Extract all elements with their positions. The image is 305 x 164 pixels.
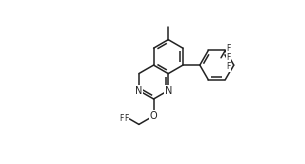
Text: F: F (226, 53, 231, 62)
Text: F: F (226, 44, 231, 53)
Text: F: F (226, 62, 231, 71)
Text: N: N (165, 85, 172, 95)
Text: N: N (135, 85, 143, 95)
Text: F: F (124, 115, 128, 124)
Text: F: F (124, 113, 128, 123)
Text: F: F (119, 114, 123, 123)
Text: O: O (150, 111, 157, 121)
